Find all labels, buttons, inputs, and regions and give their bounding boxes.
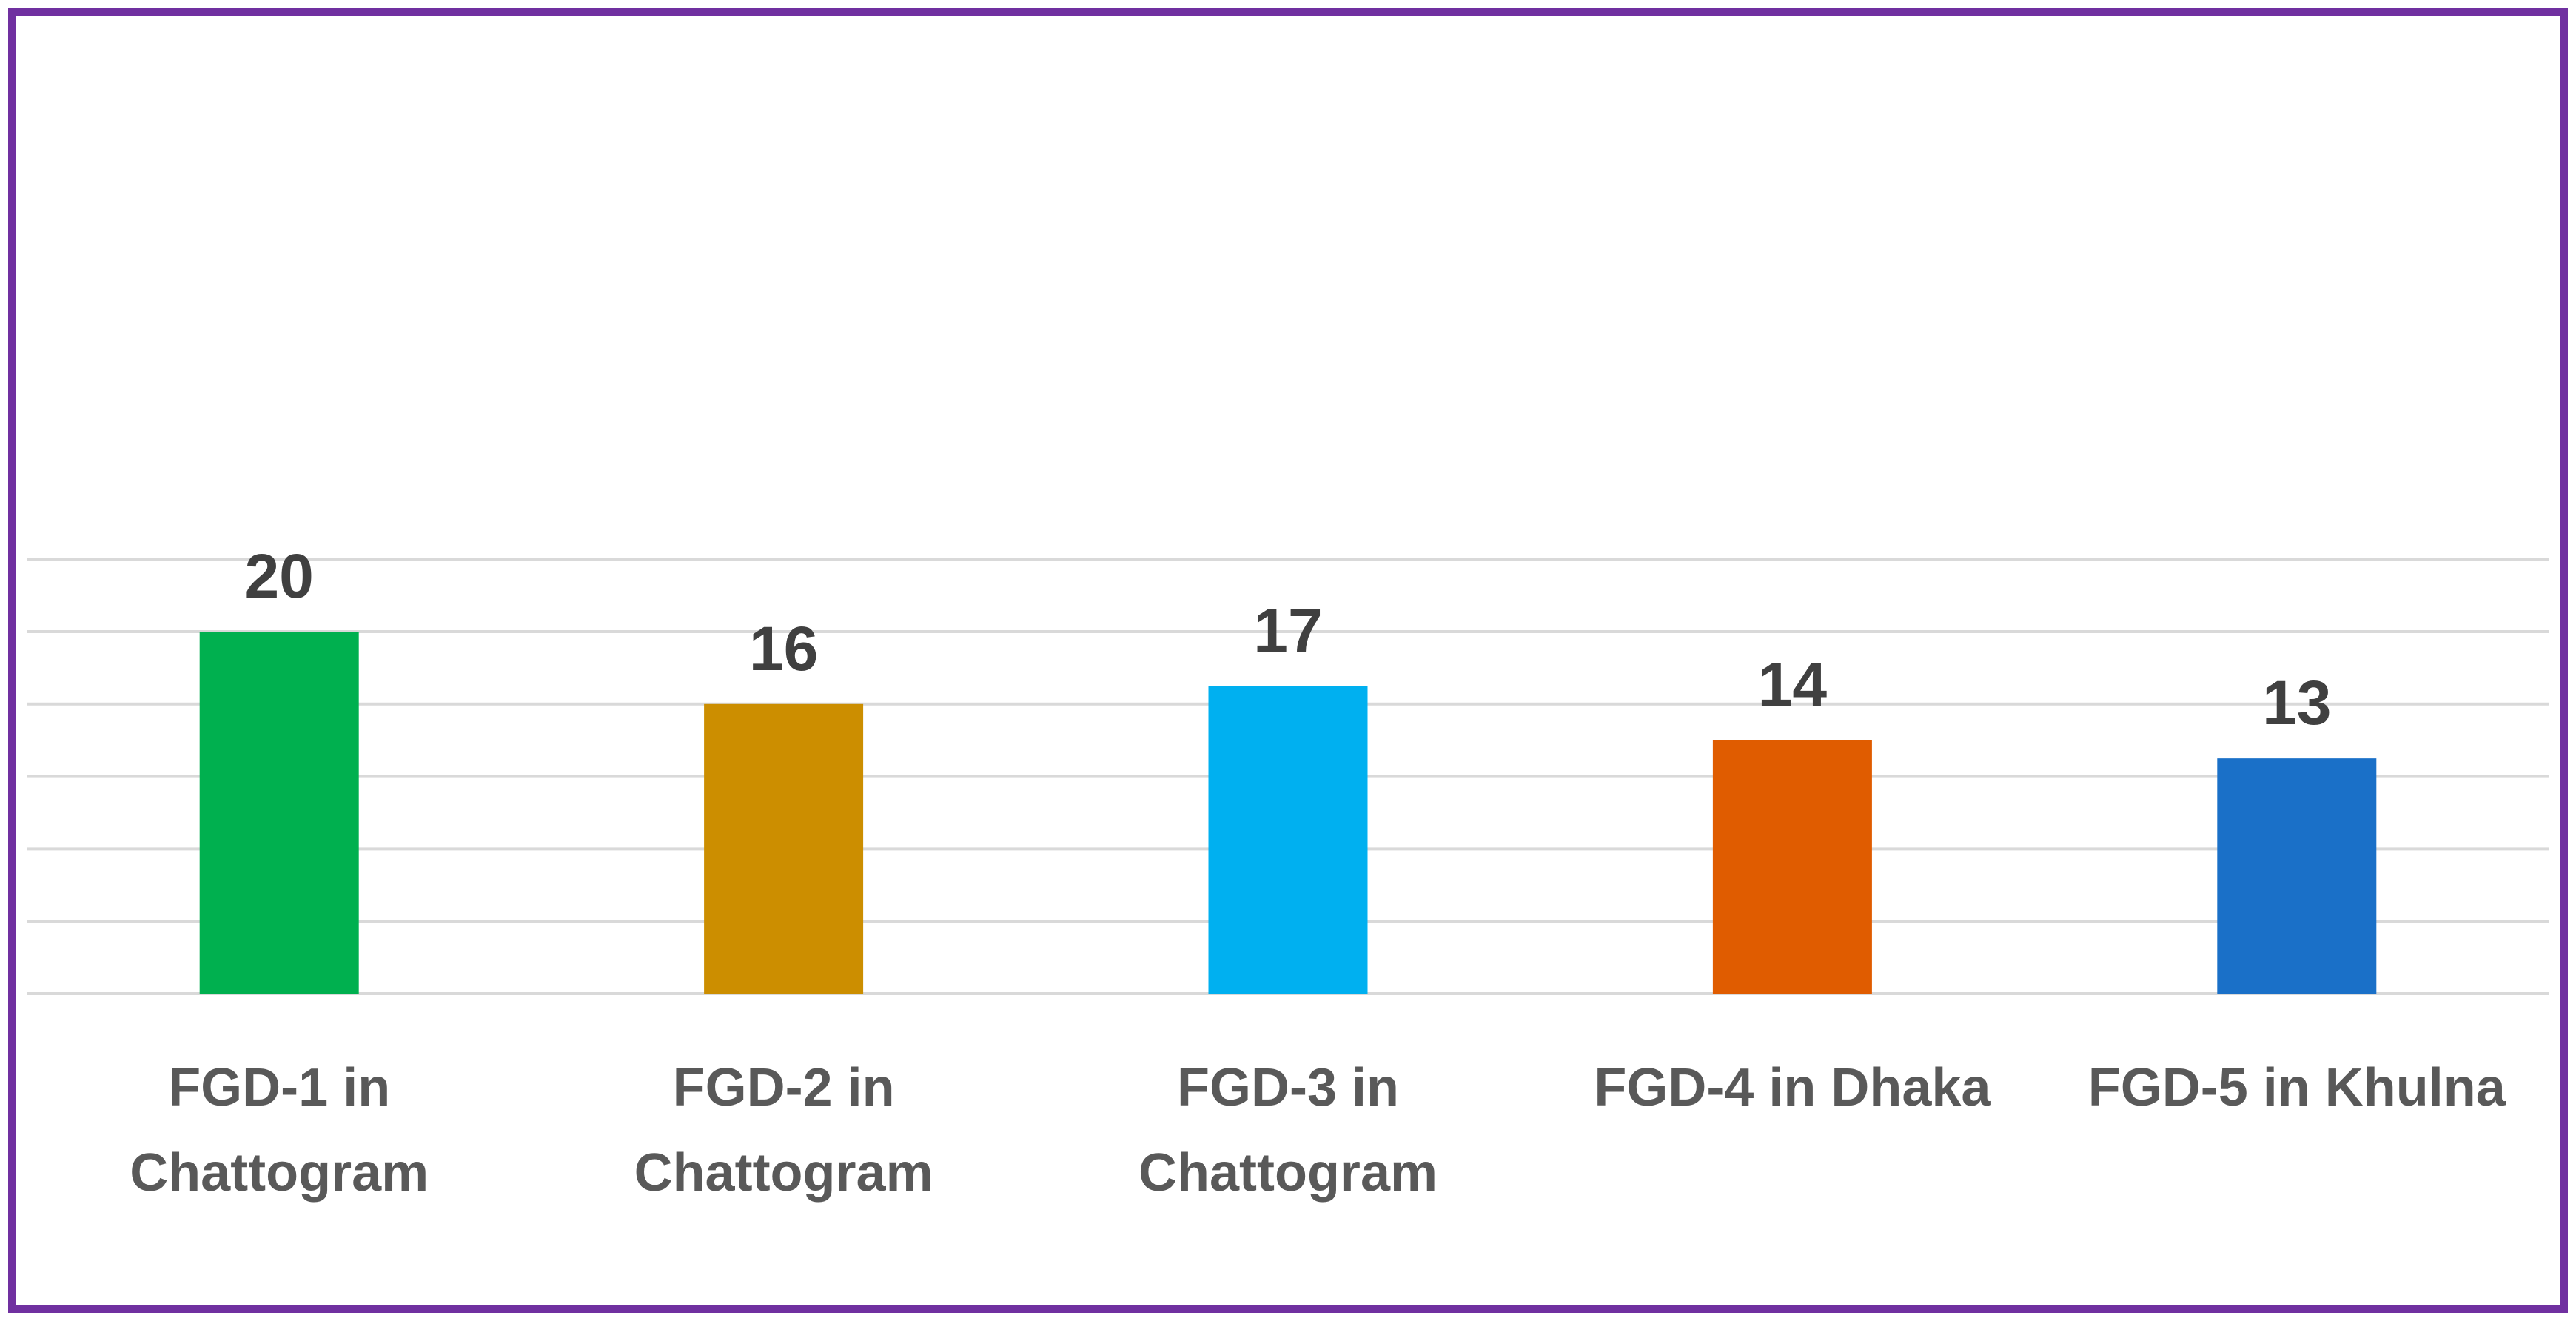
category-label-2-line-1: FGD-2 in (673, 1058, 895, 1117)
data-label-4: 14 (1758, 650, 1828, 720)
bar-3 (1208, 686, 1368, 994)
data-label-3: 17 (1253, 595, 1322, 665)
category-label-2-line-2: Chattogram (634, 1143, 933, 1203)
category-label-5-line-1: FGD-5 in Khulna (2088, 1058, 2506, 1117)
bar-4 (1712, 740, 1872, 994)
category-labels: FGD-1 in Chattogram FGD-2 in Chattogram FGD-… (130, 1058, 2506, 1203)
category-label-1-line-2: Chattogram (130, 1143, 429, 1203)
data-label-5: 13 (2262, 668, 2331, 738)
category-label-4-line-1: FGD-4 in Dhaka (1594, 1058, 1991, 1117)
bar-1 (199, 632, 359, 994)
bar-5 (2217, 758, 2377, 994)
category-label-3-line-2: Chattogram (1138, 1143, 1438, 1203)
chart-border (8, 8, 2568, 1313)
data-label-2: 16 (749, 614, 818, 683)
category-label-3-line-1: FGD-3 in (1177, 1058, 1399, 1117)
data-labels: 20 16 17 14 13 (244, 541, 2331, 738)
category-label-1-line-1: FGD-1 in (168, 1058, 390, 1117)
data-label-1: 20 (244, 541, 313, 611)
bars (199, 632, 2377, 994)
gridlines (27, 558, 2549, 995)
bar-2 (704, 703, 864, 994)
